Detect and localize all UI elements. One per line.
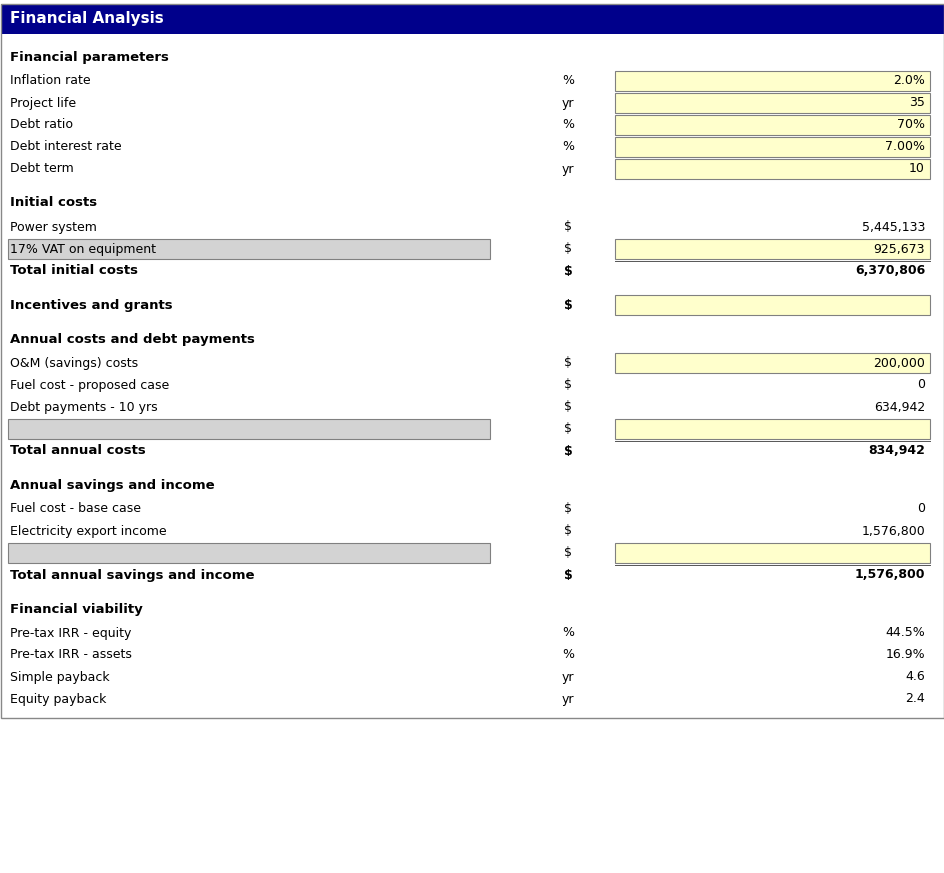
Text: Simple payback: Simple payback: [10, 670, 110, 684]
Bar: [8, 419, 490, 439]
Text: Initial costs: Initial costs: [10, 196, 97, 210]
Text: $: $: [564, 243, 571, 256]
Text: 0: 0: [916, 503, 924, 515]
Text: Pre-tax IRR - assets: Pre-tax IRR - assets: [10, 649, 132, 662]
Bar: [615, 239, 929, 259]
Text: $: $: [564, 503, 571, 515]
Text: 10: 10: [908, 162, 924, 175]
Text: %: %: [562, 649, 573, 662]
Text: 834,942: 834,942: [868, 444, 924, 457]
Text: $: $: [564, 423, 571, 436]
Text: %: %: [562, 119, 573, 132]
Text: Fuel cost - proposed case: Fuel cost - proposed case: [10, 379, 169, 391]
Text: Annual costs and debt payments: Annual costs and debt payments: [10, 333, 255, 346]
Text: Annual savings and income: Annual savings and income: [10, 478, 214, 491]
Bar: [1, 4, 943, 718]
Text: Power system: Power system: [10, 221, 97, 233]
Bar: [615, 295, 929, 315]
Text: Debt interest rate: Debt interest rate: [10, 141, 122, 154]
Bar: [615, 543, 929, 563]
Text: %: %: [562, 141, 573, 154]
Text: $: $: [564, 356, 571, 369]
Text: 0: 0: [916, 379, 924, 391]
Bar: [615, 115, 929, 135]
Text: O&M (savings) costs: O&M (savings) costs: [10, 356, 138, 369]
Text: Project life: Project life: [10, 97, 76, 109]
Text: Equity payback: Equity payback: [10, 692, 107, 705]
Text: Electricity export income: Electricity export income: [10, 525, 166, 538]
Text: 7.00%: 7.00%: [885, 141, 924, 154]
Text: Total annual savings and income: Total annual savings and income: [10, 568, 254, 581]
Text: 16.9%: 16.9%: [885, 649, 924, 662]
Text: Inflation rate: Inflation rate: [10, 74, 91, 87]
Text: 1,576,800: 1,576,800: [860, 525, 924, 538]
Text: $: $: [564, 546, 571, 560]
Text: Financial viability: Financial viability: [10, 602, 143, 615]
Text: 6,370,806: 6,370,806: [853, 265, 924, 278]
Text: $: $: [564, 401, 571, 414]
Bar: [615, 93, 929, 113]
Text: 634,942: 634,942: [873, 401, 924, 414]
Text: 2.4: 2.4: [904, 692, 924, 705]
Text: $: $: [564, 379, 571, 391]
Text: Financial Analysis: Financial Analysis: [10, 11, 163, 26]
Text: $: $: [564, 525, 571, 538]
Text: 70%: 70%: [896, 119, 924, 132]
Text: $: $: [563, 568, 572, 581]
Text: 1,576,800: 1,576,800: [853, 568, 924, 581]
Text: Incentives and grants: Incentives and grants: [10, 299, 173, 312]
Bar: [615, 71, 929, 91]
Text: yr: yr: [561, 692, 574, 705]
Text: Debt term: Debt term: [10, 162, 74, 175]
Text: Debt ratio: Debt ratio: [10, 119, 73, 132]
Bar: [615, 137, 929, 157]
Bar: [615, 353, 929, 373]
Text: $: $: [563, 444, 572, 457]
Bar: [1, 4, 943, 34]
Bar: [615, 159, 929, 179]
Text: 17% VAT on equipment: 17% VAT on equipment: [10, 243, 156, 256]
Bar: [615, 419, 929, 439]
Text: Pre-tax IRR - equity: Pre-tax IRR - equity: [10, 627, 131, 640]
Text: %: %: [562, 74, 573, 87]
Text: 35: 35: [908, 97, 924, 109]
Text: $: $: [563, 299, 572, 312]
Text: 5,445,133: 5,445,133: [861, 221, 924, 233]
Text: $: $: [564, 221, 571, 233]
Text: 4.6: 4.6: [904, 670, 924, 684]
Text: yr: yr: [561, 670, 574, 684]
Text: Financial parameters: Financial parameters: [10, 51, 169, 64]
Text: yr: yr: [561, 97, 574, 109]
Text: 200,000: 200,000: [872, 356, 924, 369]
Text: Total annual costs: Total annual costs: [10, 444, 145, 457]
Text: 2.0%: 2.0%: [892, 74, 924, 87]
Text: yr: yr: [561, 162, 574, 175]
Text: Fuel cost - base case: Fuel cost - base case: [10, 503, 141, 515]
Text: Total initial costs: Total initial costs: [10, 265, 138, 278]
Bar: [8, 543, 490, 563]
Text: %: %: [562, 627, 573, 640]
Text: Debt payments - 10 yrs: Debt payments - 10 yrs: [10, 401, 158, 414]
Text: 925,673: 925,673: [872, 243, 924, 256]
Bar: [8, 239, 490, 259]
Text: 44.5%: 44.5%: [885, 627, 924, 640]
Text: $: $: [563, 265, 572, 278]
